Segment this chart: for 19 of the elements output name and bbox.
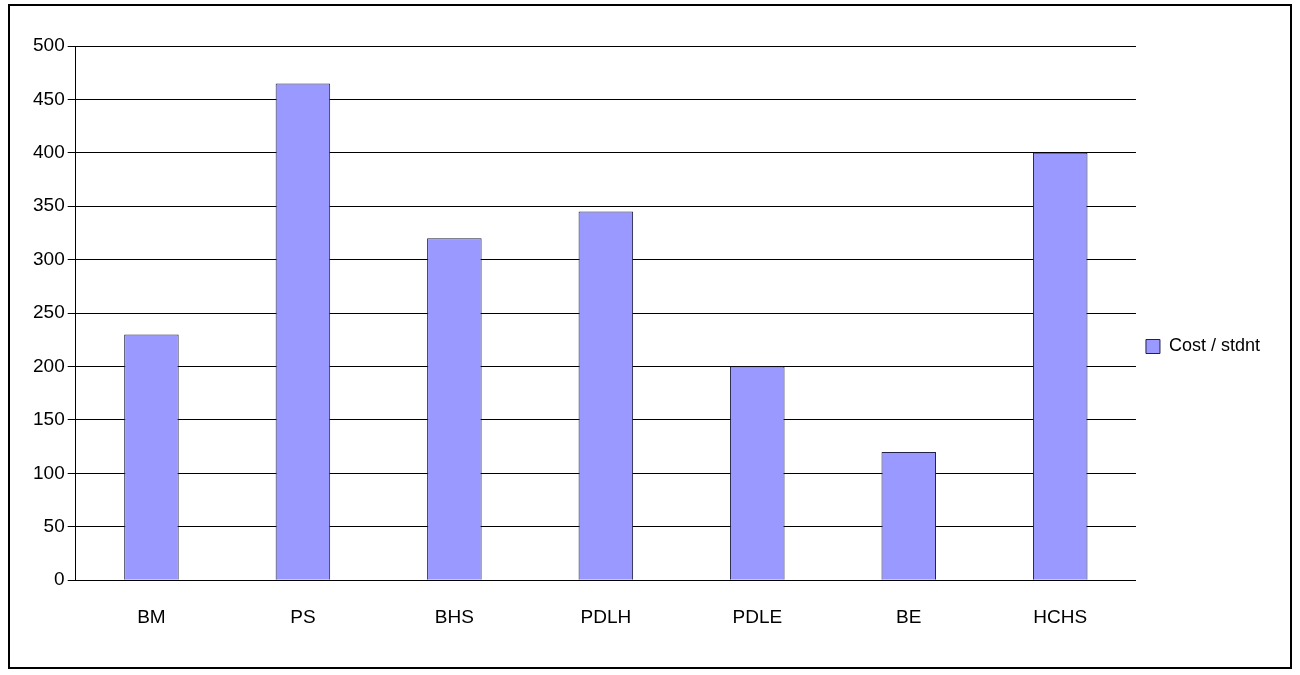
x-tick-label: HCHS [1033,605,1088,627]
y-tick-label: 50 [43,515,65,537]
x-tick-label: PDLE [732,605,783,627]
y-tick-label: 300 [33,247,65,269]
x-tick-label: PDLH [580,605,632,627]
y-tick-label: 500 [33,34,65,56]
y-tick-label: 200 [33,354,65,376]
y-tick-label: 450 [33,87,65,109]
x-tick-label: BM [137,605,166,627]
y-tick-label: 150 [33,408,65,430]
x-tick-label: BHS [434,605,474,627]
y-tick-label: 250 [33,301,65,323]
y-tick-label: 400 [33,141,65,163]
y-tick-label: 350 [33,194,65,216]
y-tick-label: 100 [33,461,65,483]
x-tick-label: BE [896,605,922,627]
y-tick-label: 0 [54,568,65,590]
legend-label: Cost / stdnt [1168,335,1261,356]
x-tick-label: PS [290,605,316,627]
